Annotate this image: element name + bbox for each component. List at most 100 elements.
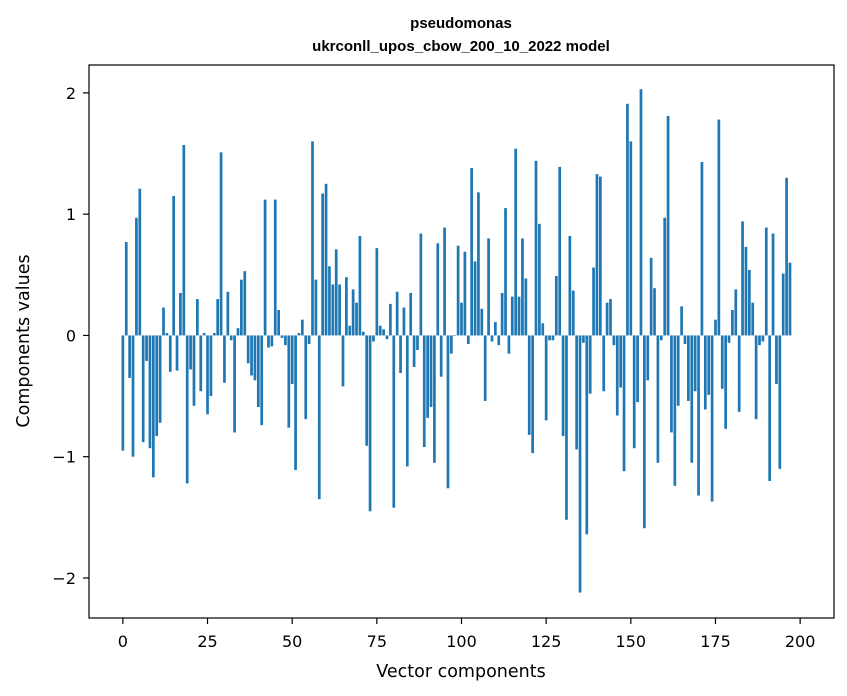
bar: [365, 335, 369, 446]
bar: [673, 335, 677, 486]
bar: [460, 302, 463, 336]
bar: [405, 335, 409, 467]
bar: [629, 141, 633, 336]
bar: [263, 199, 267, 336]
bar: [632, 335, 636, 449]
bar: [256, 335, 260, 407]
bar: [595, 174, 599, 336]
bar: [466, 335, 470, 344]
bar: [561, 335, 565, 437]
bar: [172, 195, 176, 336]
bar: [267, 335, 270, 348]
bar: [653, 288, 656, 336]
bar: [389, 303, 392, 336]
bar: [348, 325, 352, 336]
bar: [155, 335, 159, 437]
bar: [612, 335, 616, 346]
bar: [710, 335, 714, 502]
bar: [307, 335, 311, 344]
bar: [355, 302, 358, 336]
bar: [358, 235, 362, 336]
bar: [717, 119, 721, 336]
bar: [680, 306, 683, 336]
bar: [426, 335, 429, 418]
bar: [649, 257, 653, 336]
bar: [395, 291, 399, 336]
y-tick-label: −1: [52, 448, 76, 467]
bar: [703, 335, 707, 410]
bar: [446, 335, 450, 489]
bar: [311, 141, 314, 336]
bar: [463, 251, 467, 336]
bar: [788, 262, 792, 336]
bar: [714, 319, 717, 336]
x-tick-label: 75: [367, 632, 387, 651]
bar: [697, 335, 700, 496]
bar: [399, 335, 402, 374]
bar: [135, 217, 138, 336]
bar: [334, 249, 338, 336]
bar: [531, 335, 534, 454]
bar: [751, 302, 755, 336]
bar: [585, 335, 589, 535]
bar: [236, 328, 240, 336]
bar: [246, 335, 250, 364]
bar: [734, 289, 738, 336]
bar: [598, 176, 602, 336]
bar: [578, 335, 582, 593]
bar: [436, 243, 440, 336]
bar: [412, 335, 416, 367]
bar: [324, 183, 328, 336]
bar: [602, 335, 606, 392]
bar: [121, 335, 125, 451]
bars-group: [121, 89, 792, 593]
bar: [253, 335, 257, 381]
bar: [385, 335, 389, 340]
bar: [670, 335, 673, 433]
bar: [273, 199, 277, 336]
bar: [551, 335, 555, 341]
bar: [300, 319, 304, 336]
bar: [168, 335, 172, 372]
bar: [727, 335, 731, 343]
x-tick-label: 50: [282, 632, 302, 651]
bar: [754, 335, 758, 420]
bar: [422, 335, 426, 448]
bar: [626, 103, 629, 336]
bar: [392, 335, 396, 508]
bar: [124, 242, 128, 336]
bar: [378, 325, 382, 336]
bar: [592, 267, 595, 336]
bar: [175, 335, 179, 371]
bar: [609, 299, 612, 336]
bar: [233, 335, 236, 433]
bar: [683, 335, 687, 344]
bar: [429, 335, 433, 407]
bar: [731, 309, 734, 336]
bar: [314, 279, 318, 336]
bar: [375, 248, 379, 336]
bar: [510, 296, 514, 336]
bar: [280, 335, 284, 338]
bar: [724, 335, 727, 429]
bar: [341, 335, 345, 387]
bar: [497, 335, 501, 346]
bar: [571, 290, 575, 336]
bar: [470, 168, 474, 336]
bar: [351, 289, 355, 336]
bar: [538, 223, 541, 336]
bar: [676, 335, 680, 406]
bar: [744, 246, 748, 336]
bar: [328, 266, 331, 336]
x-tick-label: 100: [446, 632, 477, 651]
bar: [500, 292, 504, 336]
bar: [416, 335, 419, 350]
bar: [558, 166, 562, 336]
bar: [317, 335, 321, 500]
bar: [250, 335, 253, 376]
x-axis-ticks: 0 25 50 75 100 125 150 175 200: [118, 618, 815, 651]
chart-title: pseudomonas: [410, 15, 512, 32]
bar: [514, 148, 518, 336]
x-tick-label: 25: [197, 632, 217, 651]
bar: [639, 89, 643, 336]
